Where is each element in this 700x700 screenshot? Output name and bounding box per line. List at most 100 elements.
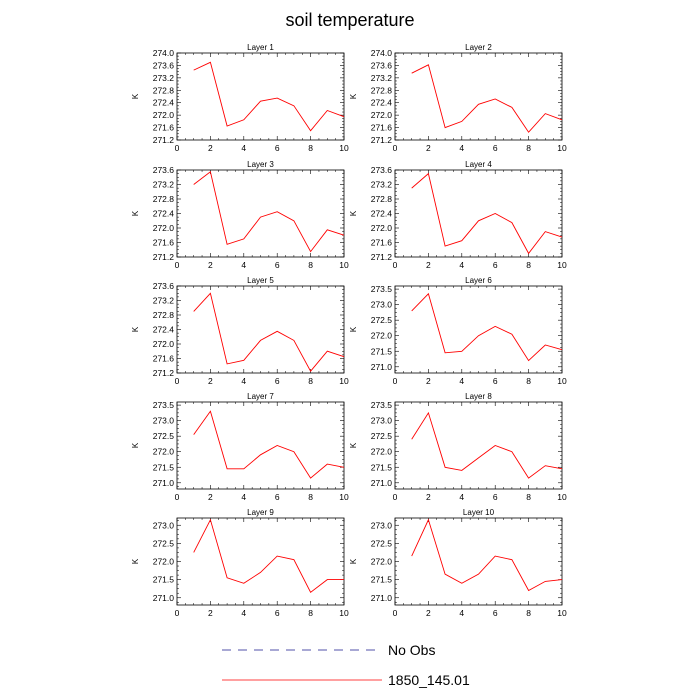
x-tick-label: 0 (175, 260, 180, 270)
x-tick-label: 8 (526, 260, 531, 270)
y-axis-label: K (349, 558, 358, 564)
x-tick-label: 2 (208, 143, 213, 153)
panel-9: Layer 9 K 0 2 4 6 8 10 271.0 271.5 272.0 272.5 273.0 (131, 508, 349, 618)
y-axis-label: K (349, 326, 358, 332)
y-tick-label: 272.0 (153, 339, 175, 349)
x-tick-label: 6 (275, 143, 280, 153)
y-tick-label: 272.4 (153, 98, 175, 108)
x-tick-label: 6 (275, 260, 280, 270)
x-tick-label: 2 (426, 492, 431, 502)
x-tick-label: 10 (339, 143, 349, 153)
y-tick-label: 271.6 (371, 123, 393, 133)
x-tick-label: 6 (493, 143, 498, 153)
y-tick-label: 273.6 (371, 60, 393, 70)
y-tick-label: 271.6 (153, 354, 175, 364)
y-tick-label: 273.0 (153, 416, 175, 426)
legend-label-no-obs: No Obs (388, 642, 435, 658)
y-tick-label: 273.5 (153, 400, 175, 410)
panel-title: Layer 7 (247, 392, 274, 401)
series-line (411, 292, 563, 362)
x-tick-label: 6 (493, 376, 498, 386)
panel-title: Layer 8 (465, 392, 492, 401)
y-tick-label: 272.8 (371, 85, 393, 95)
y-axis-label: K (349, 442, 358, 448)
x-tick-label: 0 (393, 376, 398, 386)
panel-7: Layer 7 K 0 2 4 6 8 10 271.0 271.5 272.0 272.5 273.0… (131, 392, 349, 502)
x-tick-label: 4 (241, 260, 246, 270)
x-tick-label: 10 (557, 608, 567, 618)
x-tick-label: 4 (241, 492, 246, 502)
x-tick-label: 0 (393, 143, 398, 153)
x-tick-label: 0 (175, 492, 180, 502)
series-line (411, 518, 563, 592)
plot-frame (394, 169, 563, 258)
legend-label-model: 1850_145.01 (388, 672, 470, 688)
y-tick-label: 271.0 (371, 362, 393, 372)
x-tick-label: 0 (393, 492, 398, 502)
x-tick-label: 6 (275, 608, 280, 618)
y-tick-label: 271.2 (153, 135, 175, 145)
y-tick-label: 273.0 (153, 520, 175, 530)
y-tick-label: 273.6 (153, 165, 175, 175)
y-tick-label: 271.0 (153, 593, 175, 603)
y-tick-label: 274.0 (371, 48, 393, 58)
panel-title: Layer 10 (463, 508, 495, 517)
y-tick-label: 271.2 (153, 368, 175, 378)
panel-title: Layer 6 (465, 276, 492, 285)
y-tick-label: 272.0 (371, 110, 393, 120)
x-tick-label: 0 (393, 608, 398, 618)
x-tick-label: 4 (459, 492, 464, 502)
x-tick-label: 8 (308, 608, 313, 618)
y-tick-label: 271.5 (371, 346, 393, 356)
y-tick-label: 273.0 (371, 300, 393, 310)
x-tick-label: 4 (459, 143, 464, 153)
x-tick-label: 8 (308, 492, 313, 502)
y-tick-label: 272.5 (153, 431, 175, 441)
y-axis-label: K (131, 210, 140, 216)
x-tick-label: 10 (557, 492, 567, 502)
plot-frame (394, 52, 563, 141)
y-tick-label: 272.5 (371, 538, 393, 548)
series-line (411, 172, 563, 255)
y-tick-label: 272.0 (371, 557, 393, 567)
x-tick-label: 8 (308, 376, 313, 386)
plot-frame (176, 517, 345, 606)
x-tick-label: 10 (557, 376, 567, 386)
x-tick-label: 2 (208, 260, 213, 270)
plot-frame (176, 285, 345, 374)
y-tick-label: 272.0 (371, 331, 393, 341)
x-tick-label: 10 (557, 260, 567, 270)
y-tick-label: 272.0 (153, 557, 175, 567)
x-tick-label: 0 (175, 608, 180, 618)
y-tick-label: 273.6 (153, 60, 175, 70)
series-line (411, 411, 563, 479)
plot-frame (394, 285, 563, 374)
y-tick-label: 272.0 (153, 223, 175, 233)
y-tick-label: 271.5 (371, 462, 393, 472)
x-tick-label: 0 (393, 260, 398, 270)
x-tick-label: 4 (241, 143, 246, 153)
x-tick-label: 10 (339, 608, 349, 618)
figure-title: soil temperature (285, 10, 414, 30)
x-tick-label: 6 (275, 376, 280, 386)
x-tick-label: 6 (493, 492, 498, 502)
x-tick-label: 2 (426, 608, 431, 618)
x-tick-label: 2 (208, 492, 213, 502)
x-tick-label: 8 (526, 143, 531, 153)
x-tick-label: 4 (459, 260, 464, 270)
x-tick-label: 0 (175, 376, 180, 386)
y-axis-label: K (131, 558, 140, 564)
x-tick-label: 8 (526, 376, 531, 386)
y-tick-label: 271.2 (371, 135, 393, 145)
panel-title: Layer 5 (247, 276, 274, 285)
y-axis-label: K (349, 93, 358, 99)
panel-5: Layer 5 K 0 2 4 6 8 10 271.2 271.6 272.0 272.4 272.8… (131, 276, 349, 386)
x-tick-label: 2 (426, 376, 431, 386)
x-tick-label: 2 (426, 143, 431, 153)
y-tick-label: 271.5 (153, 462, 175, 472)
y-tick-label: 272.4 (153, 325, 175, 335)
panel-4: Layer 4 K 0 2 4 6 8 10 271.2 271.6 272.0 272.4 272.8… (349, 160, 567, 270)
y-tick-label: 273.2 (153, 296, 175, 306)
x-tick-label: 0 (175, 143, 180, 153)
